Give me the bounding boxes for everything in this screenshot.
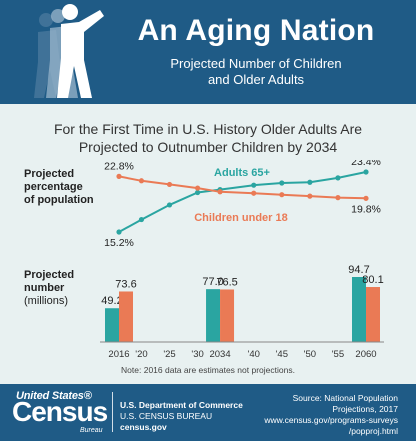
footer-divider <box>112 392 113 432</box>
logo-bureau-text: Bureau <box>80 427 103 434</box>
legend-adults: Adults 65+ <box>214 167 270 179</box>
data-label-children-2016: 22.8% <box>104 160 134 172</box>
x-tick-2045: '45 <box>276 349 288 360</box>
line-ylabel-1: percentage <box>24 181 83 193</box>
point-children-2025 <box>166 181 173 188</box>
point-children-2030 <box>194 185 201 191</box>
census-logo-text: Census <box>12 396 108 427</box>
legend-children: Children under 18 <box>194 212 288 224</box>
header-banner: An Aging Nation Projected Number of Chil… <box>0 0 416 104</box>
point-children-2016 <box>116 173 122 179</box>
point-children-2060 <box>363 195 369 201</box>
point-adults-2060 <box>363 169 369 175</box>
source-info: Source: National Population Projections,… <box>248 393 398 437</box>
point-children-2050 <box>307 193 313 199</box>
bar-ylabel-0: Projected <box>24 269 74 281</box>
bar-value-children-2034: 76.5 <box>216 276 237 288</box>
point-children-2055 <box>335 195 341 201</box>
series-line-children <box>118 175 367 200</box>
page-subtitle: Projected Number of Children and Older A… <box>96 56 416 88</box>
bar-value-adults-2034: 77.0 <box>202 276 223 288</box>
bar-adults-2034 <box>206 289 221 342</box>
point-adults-2045 <box>279 180 285 186</box>
point-adults-2016 <box>116 229 122 235</box>
series-line-adults <box>118 171 367 233</box>
line-ylabel-0: Projected <box>24 168 74 180</box>
footer-banner: United States® Census Bureau U.S. Depart… <box>0 384 416 441</box>
point-children-2040 <box>251 190 257 196</box>
people-figures-icon <box>34 4 104 98</box>
data-label-children-2060: 19.8% <box>351 203 381 215</box>
x-tick-2030: '30 <box>191 349 203 360</box>
bar-adults-2016 <box>105 308 119 342</box>
dept-line-1: U.S. Department of Commerce <box>120 400 243 410</box>
bar-children-2060 <box>366 287 380 342</box>
subtitle-line-1: Projected Number of Children <box>170 56 342 71</box>
x-tick-2060: 2060 <box>355 349 376 360</box>
x-tick-2050: '50 <box>304 349 316 360</box>
bar-children-2016 <box>119 291 133 342</box>
logo-top-text: United States® <box>16 390 92 402</box>
point-children-2020 <box>138 178 145 184</box>
data-label-adults-2016: 15.2% <box>104 237 134 249</box>
bar-ylabel-1: number <box>24 282 65 294</box>
point-adults-2055 <box>335 175 341 181</box>
source-line-3: www.census.gov/programs-surveys <box>264 415 398 425</box>
x-tick-2055: '55 <box>332 349 344 360</box>
headline-line-1: For the First Time in U.S. History Older… <box>53 121 363 137</box>
point-adults-2025 <box>166 202 173 208</box>
chart-note: Note: 2016 data are estimates not projec… <box>121 365 295 375</box>
point-children-2034 <box>217 189 223 195</box>
x-tick-2025: '25 <box>163 349 175 360</box>
point-adults-2030 <box>194 189 201 196</box>
page-title: An Aging Nation <box>137 14 375 47</box>
source-line-1: Source: National Population <box>292 393 398 403</box>
subtitle-line-2: and Older Adults <box>207 72 305 87</box>
department-info: U.S. Department of Commerce U.S. CENSUS … <box>120 400 243 433</box>
source-line-4: /popproj.html <box>348 426 398 436</box>
source-line-2: Projections, 2017 <box>332 404 398 414</box>
x-tick-2040: '40 <box>248 349 260 360</box>
bar-value-adults-2060: 94.7 <box>348 264 369 276</box>
headline-line-2: Projected to Outnumber Children by 2034 <box>78 139 338 155</box>
chart-headline: For the First Time in U.S. History Older… <box>0 120 416 156</box>
bar-ylabel-unit: (millions) <box>24 295 68 307</box>
bar-children-2034 <box>220 289 235 342</box>
x-tick-2016: 2016 <box>108 349 129 360</box>
dept-line-2: U.S. CENSUS BUREAU <box>120 411 213 421</box>
bar-value-adults-2016: 49.2 <box>101 295 122 307</box>
bar-adults-2060 <box>352 277 366 342</box>
point-adults-2050 <box>307 179 313 185</box>
point-adults-2020 <box>138 216 145 223</box>
point-children-2045 <box>279 192 285 198</box>
x-tick-2020: '20 <box>135 349 147 360</box>
bar-value-children-2016: 73.6 <box>115 278 136 290</box>
bar-value-children-2060: 80.1 <box>362 274 383 286</box>
point-adults-2040 <box>251 182 257 188</box>
x-tick-2034: 2034 <box>209 349 230 360</box>
data-label-adults-2060: 23.4% <box>351 160 381 168</box>
line-ylabel-2: of population <box>24 194 94 206</box>
dept-line-3: census.gov <box>120 422 167 432</box>
